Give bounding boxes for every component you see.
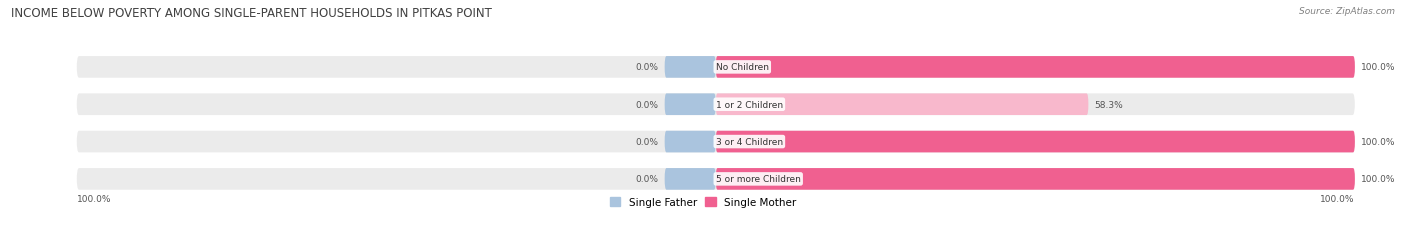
Text: 0.0%: 0.0% bbox=[636, 63, 658, 72]
Text: 0.0%: 0.0% bbox=[636, 137, 658, 146]
Text: INCOME BELOW POVERTY AMONG SINGLE-PARENT HOUSEHOLDS IN PITKAS POINT: INCOME BELOW POVERTY AMONG SINGLE-PARENT… bbox=[11, 7, 492, 20]
Text: 100.0%: 100.0% bbox=[1361, 137, 1396, 146]
FancyBboxPatch shape bbox=[77, 57, 1355, 78]
FancyBboxPatch shape bbox=[665, 168, 716, 190]
Legend: Single Father, Single Mother: Single Father, Single Mother bbox=[606, 193, 800, 211]
FancyBboxPatch shape bbox=[665, 131, 716, 153]
FancyBboxPatch shape bbox=[716, 168, 1355, 190]
FancyBboxPatch shape bbox=[665, 57, 716, 78]
Text: 0.0%: 0.0% bbox=[636, 100, 658, 109]
Text: 100.0%: 100.0% bbox=[77, 194, 111, 203]
Text: 1 or 2 Children: 1 or 2 Children bbox=[716, 100, 783, 109]
Text: 100.0%: 100.0% bbox=[1361, 175, 1396, 184]
Text: 100.0%: 100.0% bbox=[1320, 194, 1355, 203]
Text: 5 or more Children: 5 or more Children bbox=[716, 175, 800, 184]
Text: 58.3%: 58.3% bbox=[1095, 100, 1123, 109]
Text: 0.0%: 0.0% bbox=[636, 175, 658, 184]
FancyBboxPatch shape bbox=[716, 131, 1355, 153]
FancyBboxPatch shape bbox=[77, 94, 1355, 116]
Text: 3 or 4 Children: 3 or 4 Children bbox=[716, 137, 783, 146]
FancyBboxPatch shape bbox=[665, 94, 716, 116]
FancyBboxPatch shape bbox=[716, 94, 1088, 116]
FancyBboxPatch shape bbox=[716, 57, 1355, 78]
FancyBboxPatch shape bbox=[77, 168, 1355, 190]
FancyBboxPatch shape bbox=[77, 131, 1355, 153]
Text: 100.0%: 100.0% bbox=[1361, 63, 1396, 72]
Text: No Children: No Children bbox=[716, 63, 769, 72]
Text: Source: ZipAtlas.com: Source: ZipAtlas.com bbox=[1299, 7, 1395, 16]
